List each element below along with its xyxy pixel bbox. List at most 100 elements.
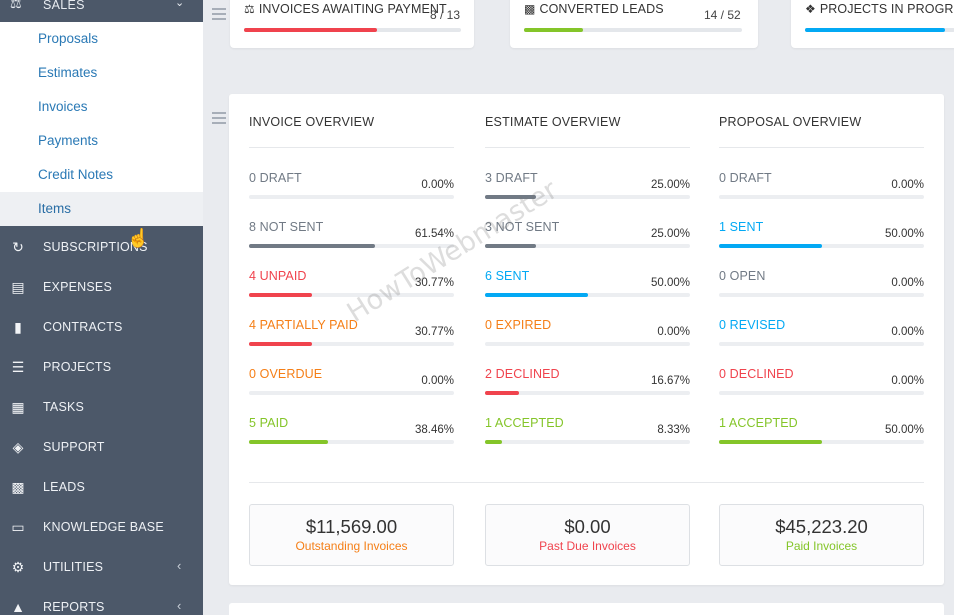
overview-progress-fill (719, 440, 822, 444)
stat-progress-bar (805, 28, 954, 32)
overview-row-label[interactable]: 4 UNPAID (249, 269, 307, 283)
overview-row-percent: 50.00% (884, 228, 924, 240)
overview-progress-fill (485, 293, 588, 297)
overview-row-label[interactable]: 3 NOT SENT (485, 220, 560, 234)
overview-row[interactable]: 0 DRAFT 0.00% (719, 171, 924, 220)
overview-row[interactable]: 0 DRAFT 0.00% (249, 171, 454, 220)
support-icon: ◈ (12, 438, 24, 455)
summary-amount: $45,223.20 (775, 516, 868, 537)
overview-row-percent: 0.00% (891, 179, 924, 191)
drag-handle[interactable] (212, 8, 226, 23)
overview-row-label[interactable]: 0 EXPIRED (485, 318, 552, 332)
overview-row-label[interactable]: 0 DRAFT (719, 171, 772, 185)
sidebar-item-support[interactable]: ◈ SUPPORT (0, 427, 203, 467)
overview-progress-bar (719, 244, 924, 248)
overview-progress-fill (249, 440, 328, 444)
next-widget (229, 603, 944, 615)
overview-row-label[interactable]: 0 REVISED (719, 318, 786, 332)
sidebar-item-label: PROJECTS (43, 360, 112, 374)
sidebar-subitem-payments[interactable]: Payments (38, 133, 99, 148)
overview-progress-bar (249, 195, 454, 199)
overview-progress-fill (249, 293, 313, 297)
summary-box[interactable]: $0.00 Past Due Invoices (485, 504, 690, 566)
overview-row-label[interactable]: 3 DRAFT (485, 171, 538, 185)
overview-row[interactable]: 3 NOT SENT 25.00% (485, 220, 690, 269)
overview-row-label[interactable]: 1 ACCEPTED (485, 416, 564, 430)
overview-row[interactable]: 3 DRAFT 25.00% (485, 171, 690, 220)
sidebar-item-sales[interactable]: ⚖ SALES ⌄ (0, 0, 203, 22)
chevron-left-icon: ‹ (177, 598, 182, 613)
overview-row[interactable]: 0 EXPIRED 0.00% (485, 318, 690, 367)
sidebar-item-contracts[interactable]: ▮ CONTRACTS (0, 307, 203, 347)
sidebar-item-utilities[interactable]: ⚙ UTILITIES ‹ (0, 547, 203, 587)
overview-row-percent: 0.00% (657, 326, 690, 338)
overview-row[interactable]: 8 NOT SENT 61.54% (249, 220, 454, 269)
overview-row-label[interactable]: 6 SENT (485, 269, 530, 283)
sidebar: ⚖ SALES ⌄ Proposals Estimates Invoices Paym… (0, 0, 203, 615)
sidebar-subitem-items[interactable]: Items (0, 192, 203, 226)
overview-row-label[interactable]: 5 PAID (249, 416, 289, 430)
divider (485, 147, 690, 148)
overview-row[interactable]: 0 OVERDUE 0.00% (249, 367, 454, 416)
sidebar-subitem-estimates[interactable]: Estimates (38, 65, 98, 80)
overview-row[interactable]: 1 SENT 50.00% (719, 220, 924, 269)
drag-handle[interactable] (212, 112, 226, 127)
overview-row-percent: 0.00% (421, 179, 454, 191)
sidebar-subitem-credit-notes[interactable]: Credit Notes (38, 167, 114, 182)
overview-row-percent: 0.00% (891, 326, 924, 338)
sidebar-item-label: EXPENSES (43, 280, 112, 294)
overview-progress-bar (719, 195, 924, 199)
overview-heading: INVOICE OVERVIEW (249, 115, 375, 129)
leads-icon: ▩ (524, 2, 536, 16)
overview-row-label[interactable]: 0 DECLINED (719, 367, 794, 381)
sidebar-subitem-proposals[interactable]: Proposals (38, 31, 99, 46)
overview-row[interactable]: 1 ACCEPTED 8.33% (485, 416, 690, 465)
overview-progress-bar (249, 293, 454, 297)
sidebar-item-knowledge-base[interactable]: ▭ KNOWLEDGE BASE (0, 507, 203, 547)
overview-row-label[interactable]: 0 OVERDUE (249, 367, 323, 381)
overview-row[interactable]: 4 UNPAID 30.77% (249, 269, 454, 318)
sidebar-item-subscriptions[interactable]: ↻ SUBSCRIPTIONS (0, 227, 203, 267)
overview-row[interactable]: 5 PAID 38.46% (249, 416, 454, 465)
overview-row[interactable]: 1 ACCEPTED 50.00% (719, 416, 924, 465)
overview-row[interactable]: 0 DECLINED 0.00% (719, 367, 924, 416)
sidebar-item-projects[interactable]: ☰ PROJECTS (0, 347, 203, 387)
overview-row-label[interactable]: 0 DRAFT (249, 171, 302, 185)
summary-box[interactable]: $11,569.00 Outstanding Invoices (249, 504, 454, 566)
chevron-down-icon: ⌄ (175, 0, 185, 9)
stat-title: ▩ CONVERTED LEADS (524, 2, 664, 16)
overview-progress-bar (719, 391, 924, 395)
overview-row-percent: 61.54% (414, 228, 454, 240)
sidebar-item-label: SUPPORT (43, 440, 105, 454)
sidebar-item-expenses[interactable]: ▤ EXPENSES (0, 267, 203, 307)
overview-row-label[interactable]: 1 SENT (719, 220, 764, 234)
sidebar-item-leads[interactable]: ▩ LEADS (0, 467, 203, 507)
overview-progress-bar (485, 391, 690, 395)
overview-row[interactable]: 0 REVISED 0.00% (719, 318, 924, 367)
summary-amount: $11,569.00 (305, 516, 398, 537)
subscriptions-icon: ↻ (12, 238, 24, 255)
overview-row-percent: 8.33% (657, 424, 690, 436)
sidebar-item-reports[interactable]: ▲ REPORTS ‹ (0, 587, 203, 615)
expenses-icon: ▤ (11, 278, 25, 295)
stat-count: 8 / 13 (430, 8, 461, 22)
sidebar-subitem-invoices[interactable]: Invoices (38, 99, 88, 114)
overview-row-label[interactable]: 1 ACCEPTED (719, 416, 798, 430)
overview-row-label[interactable]: 8 NOT SENT (249, 220, 324, 234)
overview-row[interactable]: 2 DECLINED 16.67% (485, 367, 690, 416)
summary-box[interactable]: $45,223.20 Paid Invoices (719, 504, 924, 566)
overview-row[interactable]: 6 SENT 50.00% (485, 269, 690, 318)
stat-title-text: CONVERTED LEADS (539, 2, 664, 16)
overview-row-percent: 30.77% (414, 277, 454, 289)
overview-row[interactable]: 4 PARTIALLY PAID 30.77% (249, 318, 454, 367)
balance-scale-icon: ⚖ (10, 0, 22, 11)
overview-row-label[interactable]: 4 PARTIALLY PAID (249, 318, 358, 332)
overview-progress-fill (485, 195, 537, 199)
sidebar-item-tasks[interactable]: ▦ TASKS (0, 387, 203, 427)
overview-row[interactable]: 0 OPEN 0.00% (719, 269, 924, 318)
overview-progress-bar (249, 440, 454, 444)
overview-row-label[interactable]: 0 OPEN (719, 269, 766, 283)
overview-row-label[interactable]: 2 DECLINED (485, 367, 560, 381)
stat-progress-fill (244, 28, 378, 32)
overview-progress-bar (485, 293, 690, 297)
